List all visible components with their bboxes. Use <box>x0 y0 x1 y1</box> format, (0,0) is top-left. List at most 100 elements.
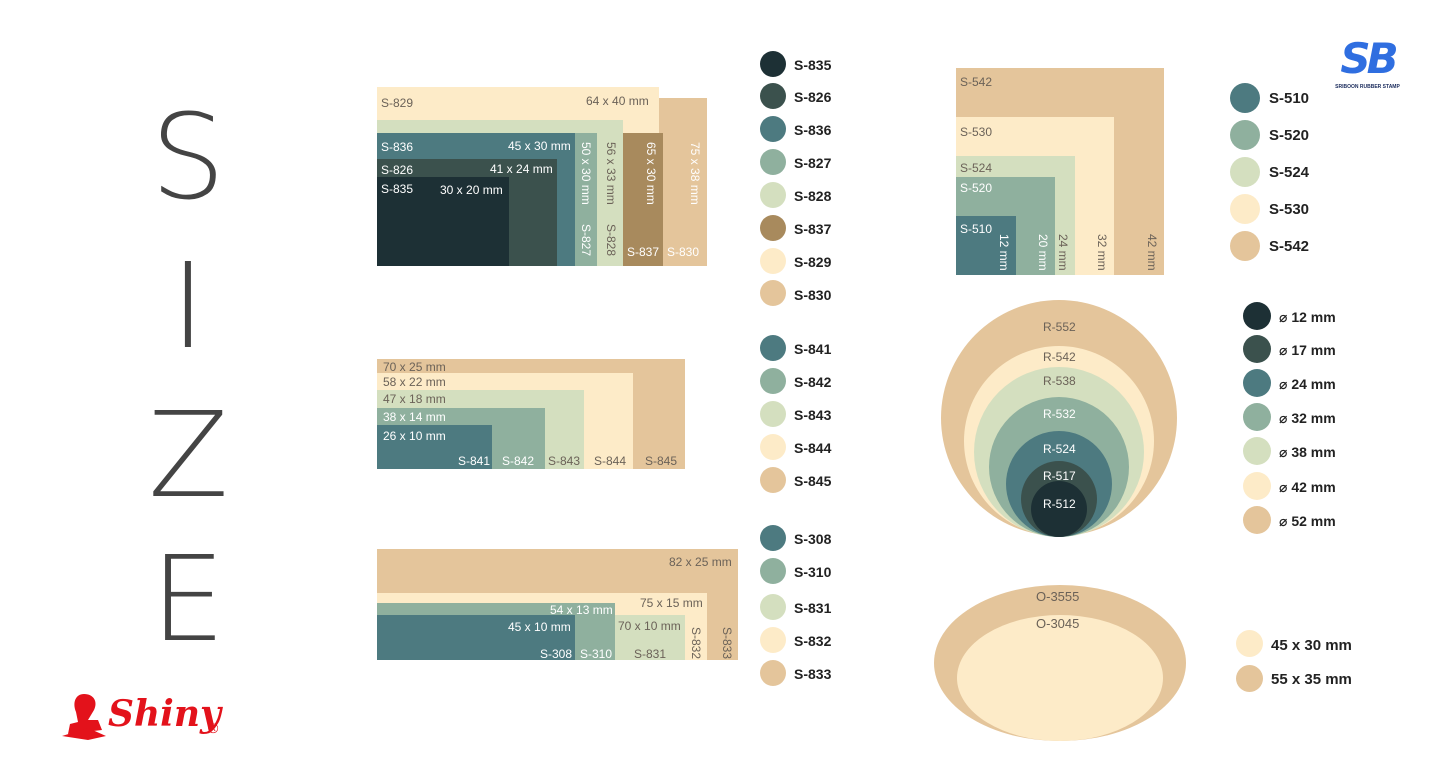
legend-label: S-310 <box>794 564 832 580</box>
swatch-s308 <box>760 525 786 551</box>
label-s836: S-836 <box>381 140 414 154</box>
sriboon-logo: SB SRIBOON RUBBER STAMP <box>1330 36 1405 96</box>
label-s841: S-841 <box>458 454 491 468</box>
swatch-55x35 <box>1236 665 1263 692</box>
swatch-s510 <box>1230 83 1260 113</box>
oval-stamp-group <box>934 585 1186 741</box>
swatch-45x30 <box>1236 630 1263 657</box>
swatch-s826 <box>760 83 786 109</box>
size-s524: 24 mm <box>1056 234 1070 271</box>
swatch-s520 <box>1230 120 1260 150</box>
label-s828: S-828 <box>604 224 618 257</box>
block-s841 <box>377 425 492 469</box>
size-s835: 30 x 20 mm <box>440 183 503 197</box>
size-s837: 65 x 30 mm <box>644 142 658 205</box>
legend-label: S-835 <box>794 57 832 73</box>
label-s831: S-831 <box>634 647 667 661</box>
legend-label: ⌀ 52 mm <box>1279 513 1336 529</box>
label-s843: S-843 <box>548 454 581 468</box>
legend-label: S-844 <box>794 440 832 456</box>
legend-label: S-829 <box>794 254 832 270</box>
swatch-42mm <box>1243 472 1271 500</box>
swatch-s833 <box>760 660 786 686</box>
swatch-s830 <box>760 280 786 306</box>
size-s832: 75 x 15 mm <box>640 596 703 610</box>
label-s845: S-845 <box>645 454 678 468</box>
swatch-s835 <box>760 51 786 77</box>
size-s530: 32 mm <box>1095 234 1109 271</box>
swatch-s843 <box>760 401 786 427</box>
size-s308: 45 x 10 mm <box>508 620 571 634</box>
size-s843: 47 x 18 mm <box>383 392 446 406</box>
legend-label: S-520 <box>1269 127 1310 144</box>
size-s310: 54 x 13 mm <box>550 603 613 617</box>
legend-label: ⌀ 12 mm <box>1279 309 1336 325</box>
label-s844: S-844 <box>594 454 627 468</box>
shiny-brand-logo: Shiny ® <box>58 688 238 748</box>
legend-label: ⌀ 17 mm <box>1279 342 1336 358</box>
legend-label: S-832 <box>794 633 832 649</box>
label-s310: S-310 <box>580 647 613 661</box>
label-r524: R-524 <box>1043 442 1076 456</box>
legend-label: S-308 <box>794 531 832 547</box>
legend-label: 55 x 35 mm <box>1271 671 1352 688</box>
label-o3555: O-3555 <box>1036 589 1080 604</box>
legend-label: ⌀ 38 mm <box>1279 444 1336 460</box>
legend-label: S-831 <box>794 600 832 616</box>
swatch-52mm <box>1243 506 1271 534</box>
swatch-s845 <box>760 467 786 493</box>
swatch-s542 <box>1230 231 1260 261</box>
label-r512: R-512 <box>1043 497 1076 511</box>
size-s827: 50 x 30 mm <box>579 142 593 205</box>
swatch-24mm <box>1243 369 1271 397</box>
circle-r512 <box>1031 481 1087 537</box>
legend-label: ⌀ 32 mm <box>1279 410 1336 426</box>
swatch-s829 <box>760 248 786 274</box>
size-s841: 26 x 10 mm <box>383 429 446 443</box>
size-s510: 12 mm <box>997 234 1011 271</box>
label-s837: S-837 <box>627 245 660 259</box>
label-s835: S-835 <box>381 182 414 196</box>
size-s842: 38 x 14 mm <box>383 410 446 424</box>
legend-label: S-826 <box>794 89 832 105</box>
legend-label: S-841 <box>794 341 832 357</box>
round-stamp-group <box>941 300 1177 537</box>
label-s524: S-524 <box>960 161 993 175</box>
swatch-s844 <box>760 434 786 460</box>
size-s542: 42 mm <box>1145 234 1159 271</box>
swatch-s836 <box>760 116 786 142</box>
label-r552: R-552 <box>1043 320 1076 334</box>
legend-label: S-827 <box>794 155 832 171</box>
size-s844: 58 x 22 mm <box>383 375 446 389</box>
label-s510: S-510 <box>960 222 993 236</box>
label-o3045: O-3045 <box>1036 616 1080 631</box>
label-s520: S-520 <box>960 181 993 195</box>
label-s832: S-832 <box>689 627 703 660</box>
legend-label: S-833 <box>794 666 832 682</box>
legend-label: S-842 <box>794 374 832 390</box>
logo-tagline: SRIBOON RUBBER STAMP <box>1335 84 1400 90</box>
size-s520: 20 mm <box>1036 234 1050 271</box>
swatch-12mm <box>1243 302 1271 330</box>
legend-label: S-843 <box>794 407 832 423</box>
size-s829: 64 x 40 mm <box>586 94 649 108</box>
swatch-s842 <box>760 368 786 394</box>
label-s842: S-842 <box>502 454 535 468</box>
size-s828: 56 x 33 mm <box>604 142 618 205</box>
title-letter-s: S <box>150 88 226 226</box>
registered-mark: ® <box>208 720 219 736</box>
legend-label: S-828 <box>794 188 832 204</box>
swatch-s530 <box>1230 194 1260 224</box>
label-r532: R-532 <box>1043 407 1076 421</box>
swatch-s827 <box>760 149 786 175</box>
size-s830: 75 x 38 mm <box>688 142 702 205</box>
legend-label: S-836 <box>794 122 832 138</box>
block-s308 <box>377 615 575 660</box>
oval-o3045 <box>957 615 1163 741</box>
swatch-38mm <box>1243 437 1271 465</box>
label-r538: R-538 <box>1043 374 1076 388</box>
legend-label: S-845 <box>794 473 832 489</box>
label-s830: S-830 <box>667 245 700 259</box>
swatch-s831 <box>760 594 786 620</box>
swatch-17mm <box>1243 335 1271 363</box>
